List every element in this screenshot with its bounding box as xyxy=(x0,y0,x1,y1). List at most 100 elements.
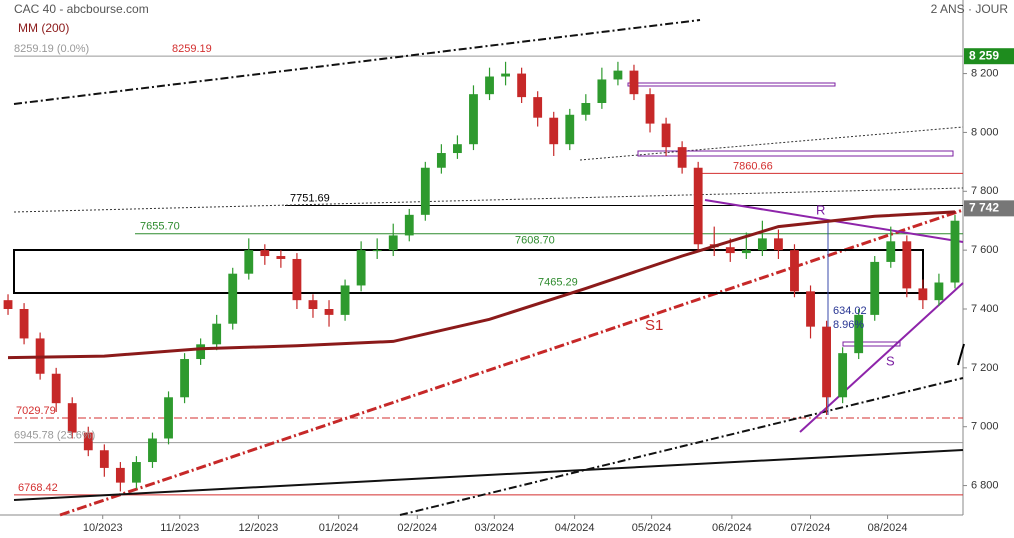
period-label: 2 ANS · JOUR xyxy=(931,2,1009,16)
candle-body xyxy=(3,300,13,309)
candle-body xyxy=(645,94,655,124)
candle-body xyxy=(501,73,510,77)
candle-body xyxy=(549,117,559,145)
candle-body xyxy=(469,94,478,145)
level-label: 7029.79 xyxy=(16,405,56,417)
x-tick-label: 11/2023 xyxy=(160,522,199,534)
candle-body xyxy=(19,309,29,339)
annotation: R xyxy=(816,202,825,217)
candle-body xyxy=(356,250,366,286)
candle-body xyxy=(228,273,238,324)
candle-body xyxy=(436,153,446,168)
candle-body xyxy=(677,147,687,168)
level-label: 7608.70 xyxy=(515,234,555,246)
x-tick-label: 06/2024 xyxy=(712,522,752,534)
candle-body xyxy=(838,353,848,398)
level-label: 6768.42 xyxy=(18,482,58,494)
y-tick-label: 8 200 xyxy=(971,67,999,79)
y-tick-label: 8 000 xyxy=(971,126,999,138)
candle-body xyxy=(244,250,254,274)
x-tick-label: 04/2024 xyxy=(555,522,595,534)
candle-body xyxy=(790,250,799,292)
candle-body xyxy=(260,250,270,257)
candle-body xyxy=(99,450,109,468)
candle-body xyxy=(67,403,77,433)
candle-body xyxy=(581,103,591,115)
trendline xyxy=(13,19,701,105)
candle-body xyxy=(180,359,189,398)
candle-body xyxy=(276,256,286,259)
candle-body xyxy=(741,250,751,254)
legend-entry: MM (200) xyxy=(18,21,69,35)
candle-body xyxy=(83,432,93,451)
level-label: 8259.19 xyxy=(172,43,212,55)
candle-body xyxy=(886,241,896,262)
trendline xyxy=(579,126,964,161)
annotation: S1 xyxy=(645,317,663,334)
candle-body xyxy=(565,114,575,145)
level-label: 7465.29 xyxy=(538,277,578,289)
trendline xyxy=(957,343,965,366)
candle-body xyxy=(164,397,173,439)
trendline xyxy=(399,377,964,516)
candle-body xyxy=(725,247,735,254)
x-tick-label: 07/2024 xyxy=(791,522,831,534)
candle-body xyxy=(132,462,141,483)
candle-body xyxy=(950,220,960,283)
annotation: 8.96% xyxy=(833,319,864,331)
candle-body xyxy=(629,70,639,95)
candle-body xyxy=(485,76,494,95)
x-tick-label: 01/2024 xyxy=(319,522,359,534)
candle-body xyxy=(757,238,767,251)
candle-body xyxy=(533,97,543,118)
x-tick-label: 12/2023 xyxy=(239,522,279,534)
price-label-box xyxy=(964,48,1014,65)
candle-body xyxy=(902,241,912,289)
y-tick-label: 7 400 xyxy=(971,303,999,315)
x-tick-label: 03/2024 xyxy=(474,522,514,534)
trendline-s1 xyxy=(59,208,964,517)
candle-body xyxy=(661,123,671,148)
candle-body xyxy=(388,235,398,251)
level-label: 8259.19 (0.0%) xyxy=(14,43,89,55)
x-tick-label: 05/2024 xyxy=(632,522,672,534)
candle-body xyxy=(148,438,157,463)
moving-average xyxy=(7,210,956,360)
candle-body xyxy=(693,167,703,245)
candle-body xyxy=(517,73,527,98)
price-label-box xyxy=(964,200,1014,217)
candle-body xyxy=(918,288,928,301)
candle-body xyxy=(212,323,222,345)
candle-body xyxy=(453,144,462,154)
zone xyxy=(842,341,901,347)
candle-body xyxy=(324,309,334,315)
candle-body xyxy=(934,282,944,301)
x-tick-label: 08/2024 xyxy=(868,522,908,534)
candle-body xyxy=(196,344,206,360)
candle-body xyxy=(822,326,831,398)
y-tick-label: 7 000 xyxy=(971,421,999,433)
zone xyxy=(637,150,954,157)
annotation: 634.02 xyxy=(833,305,867,317)
candle-body xyxy=(420,167,430,215)
candle-body xyxy=(613,70,623,80)
level-label: 6945.78 (23.6%) xyxy=(14,430,95,442)
level-label: 7860.66 xyxy=(733,160,773,172)
y-tick-label: 7 800 xyxy=(971,185,999,197)
trendline xyxy=(13,449,964,501)
right-axis-bg xyxy=(963,0,1014,538)
candle-body xyxy=(115,467,125,483)
range-box xyxy=(13,249,924,294)
candle-body xyxy=(340,285,350,315)
y-tick-label: 7 200 xyxy=(971,362,999,374)
candle-body xyxy=(870,261,880,315)
annotation: S xyxy=(886,353,895,368)
candle-body xyxy=(806,291,815,327)
chart-title: CAC 40 - abcbourse.com xyxy=(14,2,149,16)
candle-body xyxy=(774,238,783,251)
candle-body xyxy=(51,373,61,404)
price-label: 7 742 xyxy=(969,201,999,215)
candle-body xyxy=(404,214,414,236)
x-tick-label: 10/2023 xyxy=(83,522,123,534)
